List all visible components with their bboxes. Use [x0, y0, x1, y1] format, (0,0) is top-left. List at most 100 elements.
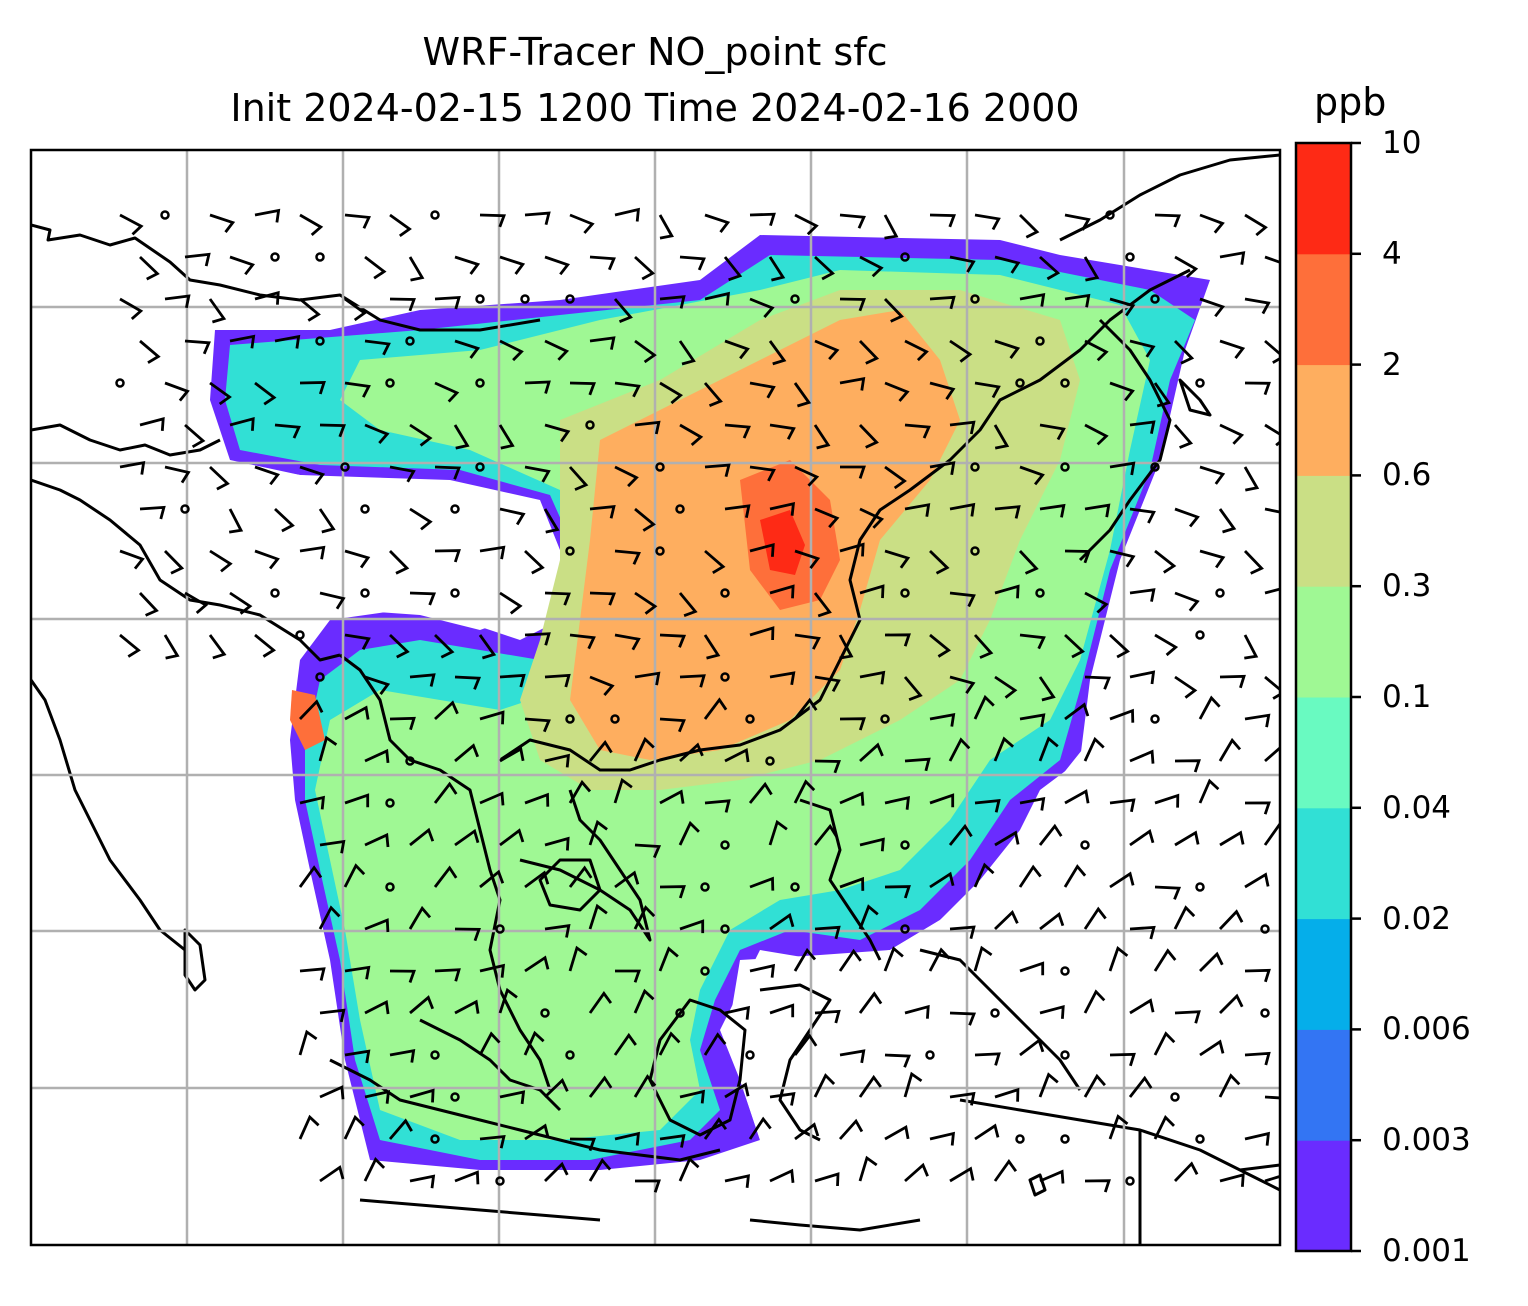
- wind-barb: [569, 213, 595, 234]
- wind-barb: [703, 382, 723, 407]
- wind-barb: [1083, 906, 1107, 930]
- wind-barb: [659, 295, 686, 309]
- wind-barb: [1129, 420, 1156, 434]
- wind-barb: [614, 870, 640, 889]
- wind-barb: [724, 1174, 751, 1188]
- wind-barb: [1019, 796, 1046, 811]
- calm-wind-marker: [315, 252, 325, 262]
- wind-barb: [839, 297, 866, 312]
- wind-barb: [164, 550, 185, 575]
- wind-barb: [478, 1031, 501, 1056]
- wind-barb: [254, 208, 281, 223]
- wind-barb: [793, 947, 817, 972]
- wind-barb: [1039, 1004, 1065, 1019]
- wind-barb: [794, 213, 819, 236]
- calm-wind-marker: [360, 504, 370, 514]
- wind-barb: [1084, 1179, 1111, 1193]
- wind-barb: [749, 876, 775, 891]
- wind-barb: [814, 759, 841, 774]
- wind-barb: [1244, 968, 1271, 983]
- wind-barb: [929, 549, 950, 575]
- wind-barb: [634, 591, 658, 615]
- wind-barb: [1198, 778, 1220, 804]
- wind-barb: [1018, 864, 1042, 888]
- calm-wind-marker: [1150, 462, 1160, 472]
- wind-barb: [903, 676, 923, 702]
- wind-barb: [499, 255, 526, 275]
- wind-barb: [139, 505, 166, 520]
- wind-barb: [364, 1090, 391, 1104]
- wind-barb: [994, 505, 1021, 519]
- wind-barb: [389, 1048, 416, 1063]
- wind-barb: [769, 1168, 795, 1183]
- wind-barb: [614, 549, 641, 565]
- calm-wind-marker: [900, 840, 910, 850]
- wind-barb: [1199, 1039, 1225, 1057]
- calm-wind-marker: [675, 504, 685, 514]
- calm-wind-marker: [700, 882, 710, 892]
- wind-barb: [883, 298, 904, 323]
- wind-barb: [433, 865, 458, 888]
- wind-barb: [524, 1123, 550, 1141]
- wind-barb: [119, 297, 144, 320]
- wind-barb: [769, 502, 796, 516]
- calm-wind-marker: [450, 588, 460, 598]
- calm-wind-marker: [700, 966, 710, 976]
- wind-barb: [724, 423, 751, 439]
- wind-barb: [434, 549, 461, 563]
- wind-barb: [949, 591, 976, 608]
- wind-barb: [454, 339, 481, 359]
- wind-barb: [1109, 633, 1130, 659]
- wind-barb: [929, 793, 955, 808]
- wind-barb: [318, 508, 336, 534]
- wind-barb: [254, 381, 277, 406]
- wind-barb: [884, 381, 910, 402]
- wind-barb: [1174, 675, 1198, 699]
- wind-barb: [1129, 588, 1156, 602]
- wind-barb: [659, 633, 687, 648]
- calm-wind-marker: [540, 1008, 550, 1018]
- wind-barb: [434, 968, 461, 982]
- wind-barb: [974, 1123, 1000, 1141]
- wind-barb: [544, 1078, 569, 1099]
- calm-wind-marker: [1195, 630, 1205, 640]
- wind-barb: [633, 988, 655, 1014]
- wind-barb: [1108, 1114, 1129, 1140]
- wind-barb: [479, 213, 506, 228]
- wind-barb: [794, 633, 821, 650]
- wind-barb: [298, 865, 323, 888]
- wind-barb: [409, 423, 433, 447]
- wind-barb: [209, 549, 233, 573]
- wind-barb: [1198, 695, 1221, 720]
- wind-barb: [164, 294, 191, 309]
- wind-barb: [858, 991, 883, 1014]
- wind-barb: [974, 799, 1001, 813]
- wind-barb: [948, 823, 973, 846]
- wind-barb: [479, 710, 505, 725]
- wind-barb: [678, 340, 696, 366]
- wind-barb: [589, 255, 616, 271]
- wind-barb: [633, 905, 656, 930]
- wind-barb: [1084, 423, 1109, 446]
- wind-barb: [659, 717, 686, 733]
- wind-barb: [524, 792, 550, 807]
- wind-barb: [434, 465, 462, 480]
- wind-barb: [1019, 961, 1045, 976]
- wind-barb: [1083, 256, 1100, 282]
- wind-barb: [1039, 423, 1066, 441]
- wind-barb: [1174, 1010, 1201, 1024]
- wind-barb: [524, 955, 550, 973]
- calm-wind-marker: [270, 588, 280, 598]
- wind-barb: [454, 927, 481, 942]
- calm-wind-marker: [565, 546, 575, 556]
- wind-barb: [949, 502, 976, 517]
- wind-barb: [768, 340, 787, 366]
- wind-barb: [679, 1089, 705, 1104]
- wind-barb: [814, 1009, 841, 1024]
- wind-barb: [409, 673, 436, 687]
- wind-barb: [704, 549, 726, 575]
- wind-barb: [1218, 737, 1242, 762]
- wind-barb: [454, 255, 481, 275]
- wind-barb: [993, 424, 1010, 450]
- wind-barb: [1038, 736, 1059, 762]
